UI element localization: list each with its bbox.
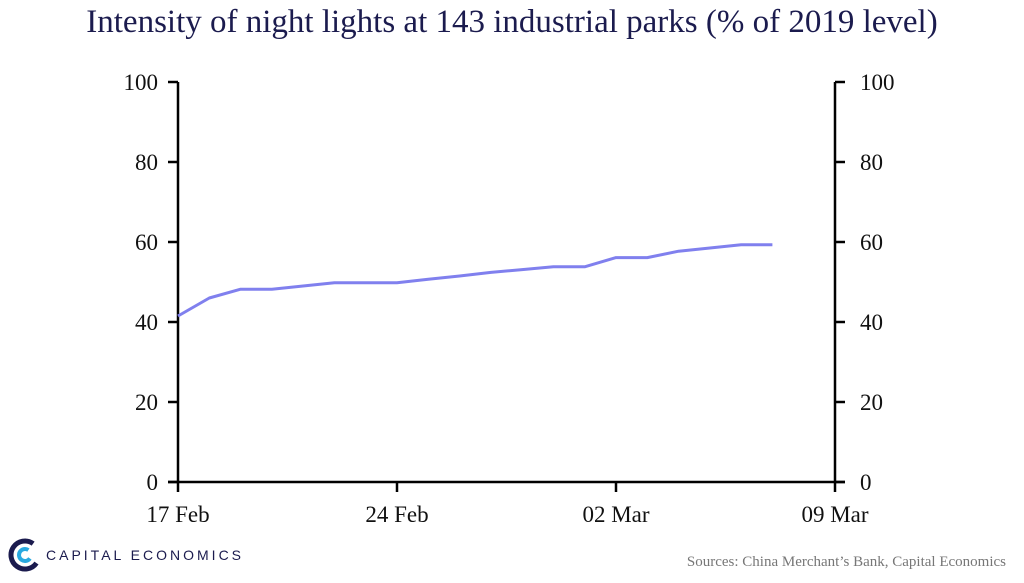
y-tick-label-right: 40	[860, 310, 883, 335]
x-tick-label: 09 Mar	[801, 502, 868, 527]
chart-title: Intensity of night lights at 143 industr…	[86, 4, 938, 40]
y-tick-label-left: 80	[135, 150, 158, 175]
chart-axes	[168, 82, 845, 484]
y-tick-label-right: 0	[860, 470, 872, 495]
y-tick-label-right: 80	[860, 150, 883, 175]
series-line	[177, 243, 773, 318]
y-tick-label-left: 20	[135, 390, 158, 415]
y-tick-label-left: 60	[135, 230, 158, 255]
y-tick-label-left: 40	[135, 310, 158, 335]
brand-name: CAPITAL ECONOMICS	[46, 547, 245, 563]
x-tick-label: 02 Mar	[582, 502, 649, 527]
y-tick-label-right: 20	[860, 390, 883, 415]
x-tick-label: 24 Feb	[365, 502, 428, 527]
y-tick-label-right: 60	[860, 230, 883, 255]
y-tick-label-right: 100	[860, 70, 895, 95]
chart-tick-labels: 0 0 20 20 40 40 60 60 80 80 100 100 17 Feb 24 Feb 02 M…	[124, 70, 895, 527]
capital-economics-logo-icon	[8, 538, 42, 572]
y-tick-label-left: 100	[124, 70, 159, 95]
y-tick-label-left: 0	[147, 470, 159, 495]
chart-ticks	[168, 80, 845, 492]
chart-series	[177, 243, 773, 318]
brand-logo: CAPITAL ECONOMICS	[8, 538, 244, 572]
chart-sources: Sources: China Merchant’s Bank, Capital …	[686, 554, 1006, 570]
x-tick-label: 17 Feb	[146, 502, 209, 527]
